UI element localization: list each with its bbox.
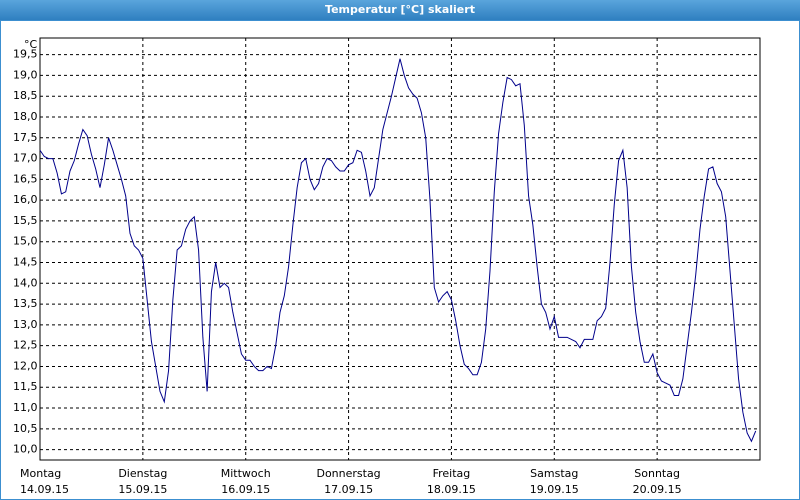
y-tick-label: 14,0 <box>13 276 38 289</box>
x-tick-label: Mittwoch <box>221 467 271 480</box>
x-tick-date: 15.09.15 <box>118 483 167 496</box>
y-tick-label: 16,0 <box>13 193 38 206</box>
x-tick-label: Sonntag <box>634 467 680 480</box>
chart-title: Temperatur [°C] skaliert <box>325 3 475 16</box>
y-tick-label: 17,5 <box>13 131 38 144</box>
x-tick-date: 19.09.15 <box>530 483 579 496</box>
x-tick-label: Dienstag <box>118 467 167 480</box>
x-tick-date: 14.09.15 <box>20 483 69 496</box>
y-tick-label: 16,5 <box>13 172 38 185</box>
y-tick-label: 11,0 <box>13 401 38 414</box>
y-tick-label: 13,0 <box>13 318 38 331</box>
y-tick-label: 18,5 <box>13 89 38 102</box>
y-tick-label: 12,0 <box>13 359 38 372</box>
y-tick-label: 13,5 <box>13 297 38 310</box>
x-tick-label: Montag <box>20 467 61 480</box>
y-tick-label: 15,5 <box>13 214 38 227</box>
y-tick-label: 14,5 <box>13 256 38 269</box>
title-bar <box>0 0 800 20</box>
y-tick-label: 10,5 <box>13 422 38 435</box>
y-unit: °C <box>24 38 38 51</box>
y-tick-label: 19,0 <box>13 68 38 81</box>
x-tick-date: 18.09.15 <box>427 483 476 496</box>
y-tick-label: 11,5 <box>13 380 38 393</box>
x-tick-date: 17.09.15 <box>324 483 373 496</box>
temperature-line <box>39 58 757 443</box>
x-tick-label: Donnerstag <box>316 467 380 480</box>
plot-frame <box>39 37 761 461</box>
x-tick-date: 20.09.15 <box>633 483 682 496</box>
y-tick-label: 12,5 <box>13 339 38 352</box>
y-tick-label: 18,0 <box>13 110 38 123</box>
y-tick-label: 10,0 <box>13 443 38 456</box>
y-tick-label: 19,5 <box>13 48 38 61</box>
y-tick-label: 17,0 <box>13 152 38 165</box>
x-tick-date: 16.09.15 <box>221 483 270 496</box>
x-tick-label: Samstag <box>530 467 578 480</box>
x-tick-label: Freitag <box>433 467 471 480</box>
y-tick-label: 15,0 <box>13 235 38 248</box>
